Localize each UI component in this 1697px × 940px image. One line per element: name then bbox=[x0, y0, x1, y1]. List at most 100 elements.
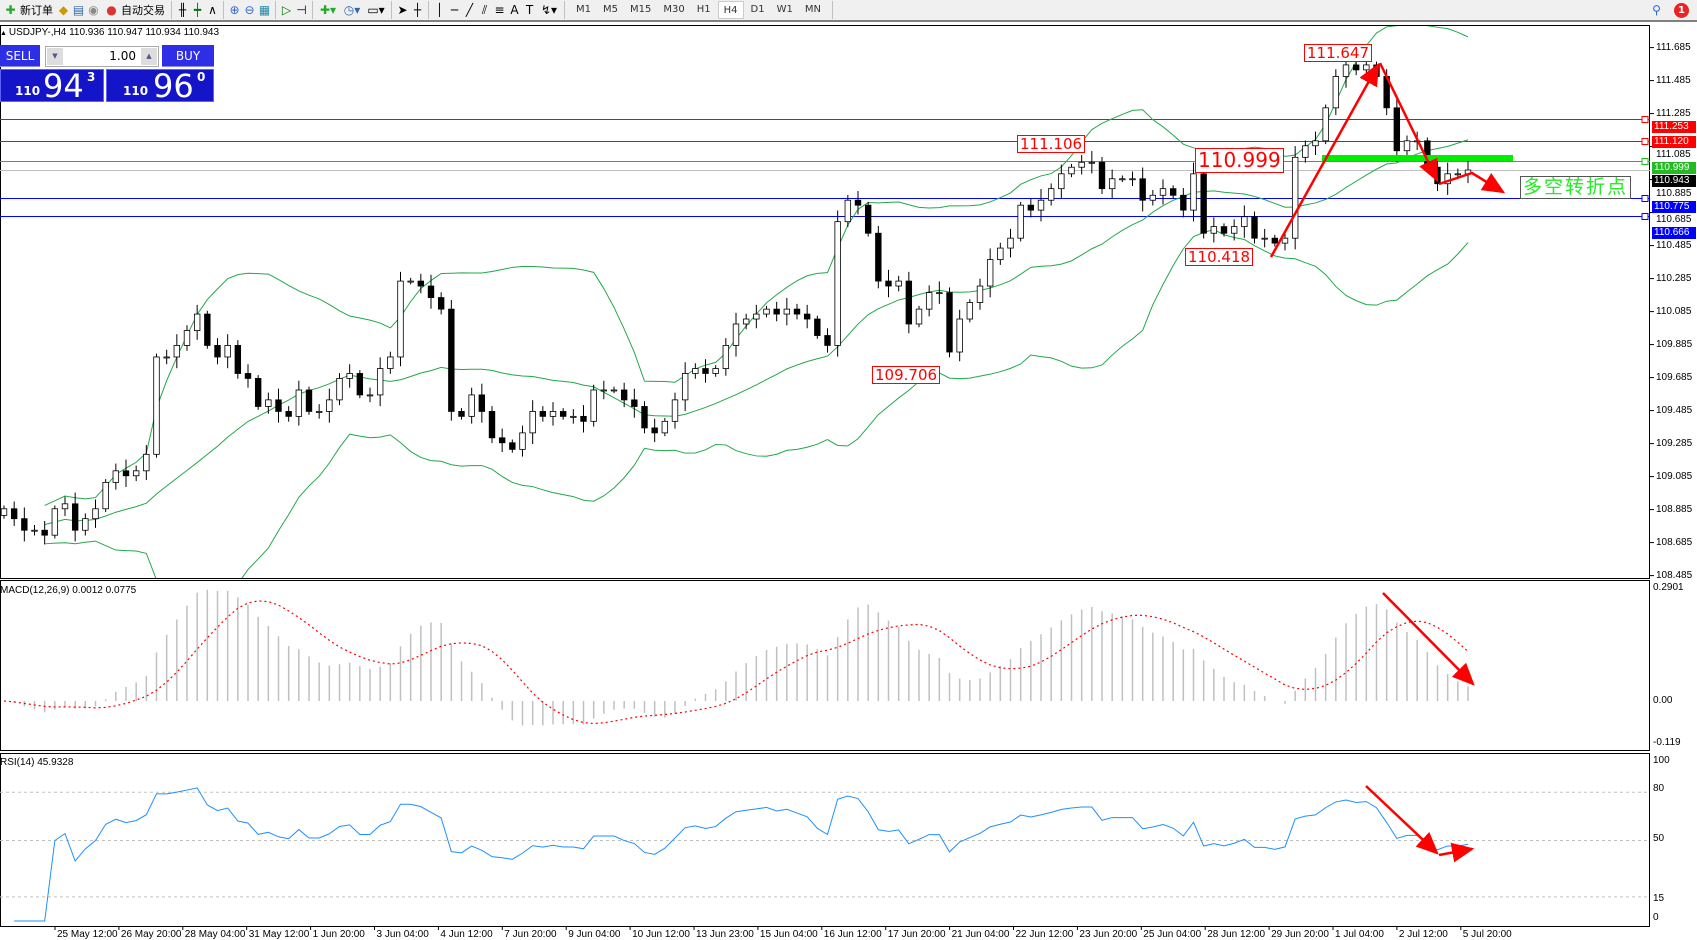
timeframe-mn[interactable]: MN bbox=[804, 4, 821, 15]
candle bbox=[1393, 96, 1401, 162]
lot-increase-icon[interactable]: ▲ bbox=[141, 48, 157, 65]
bull-candle-body bbox=[966, 302, 974, 320]
candle bbox=[1180, 188, 1187, 218]
candle bbox=[600, 380, 608, 400]
macd-series bbox=[3, 589, 1469, 726]
separator bbox=[171, 1, 172, 19]
separator bbox=[223, 1, 224, 19]
candlestick-chart-icon[interactable]: ┿ bbox=[193, 2, 202, 17]
vertical-line-icon[interactable]: │ bbox=[435, 2, 444, 17]
chart-canvas[interactable] bbox=[0, 24, 1697, 940]
trendline-icon[interactable]: ╱ bbox=[465, 2, 474, 17]
timeframe-h1[interactable]: H1 bbox=[696, 4, 711, 15]
level-price-label: 110.999 bbox=[1652, 161, 1696, 174]
line-chart-icon[interactable]: ∧ bbox=[208, 2, 217, 17]
equidistant-channel-icon[interactable]: ⫽ bbox=[481, 2, 488, 17]
bear-candle-body bbox=[1027, 204, 1035, 211]
candle bbox=[722, 338, 730, 376]
auto-trading-button[interactable]: ● 自动交易 bbox=[101, 0, 168, 20]
candle bbox=[437, 292, 445, 315]
lot-size-value[interactable]: 1.00 bbox=[109, 49, 136, 63]
horizontal-line-icon[interactable]: ─ bbox=[450, 2, 459, 17]
templates-icon[interactable]: ▭▾ bbox=[367, 2, 385, 17]
candle bbox=[112, 463, 120, 490]
timeframe-m15[interactable]: M15 bbox=[630, 4, 652, 15]
bar-chart-icon[interactable]: ╫ bbox=[178, 2, 187, 17]
timeframe-m5[interactable]: M5 bbox=[603, 4, 618, 15]
level-handle[interactable] bbox=[1641, 138, 1649, 145]
bear-candle-body bbox=[214, 345, 221, 358]
bull-candle-body bbox=[1149, 194, 1157, 201]
experts-icon[interactable]: ◆ bbox=[58, 2, 69, 17]
text-icon[interactable]: A bbox=[510, 2, 519, 17]
candle bbox=[498, 428, 506, 453]
bull-candle-body bbox=[1088, 161, 1096, 164]
high-price-annotation: 111.647 bbox=[1304, 44, 1373, 62]
candle bbox=[183, 325, 191, 351]
bear-candle-body bbox=[875, 232, 882, 282]
timeframe-d1[interactable]: D1 bbox=[750, 4, 765, 15]
new-order-button[interactable]: ✚ 新订单 bbox=[0, 0, 56, 20]
candle bbox=[1098, 156, 1106, 194]
bear-candle-body bbox=[41, 529, 48, 536]
bull-candle-body bbox=[1068, 166, 1075, 175]
indicators-icon[interactable]: ✚▾ bbox=[319, 2, 337, 17]
level-handle[interactable] bbox=[1641, 116, 1649, 123]
bull-candle-body bbox=[1129, 178, 1136, 181]
signals-icon[interactable]: ◉ bbox=[88, 2, 99, 17]
candle bbox=[895, 275, 902, 292]
arrows-icon[interactable]: ↯▾ bbox=[540, 2, 558, 17]
buy-price[interactable]: 110 96 0 bbox=[106, 69, 214, 102]
level-handle[interactable] bbox=[1641, 213, 1649, 220]
candle bbox=[773, 301, 780, 322]
timeframe-m30[interactable]: M30 bbox=[663, 4, 685, 15]
history-icon[interactable]: ▤ bbox=[72, 2, 85, 17]
level-price-label: 110.943 bbox=[1652, 174, 1696, 187]
bear-candle-body bbox=[1220, 226, 1228, 234]
candle bbox=[488, 406, 496, 444]
candlesticks bbox=[0, 53, 1472, 545]
candle bbox=[366, 387, 374, 403]
candle bbox=[478, 383, 486, 423]
timeframe-m1[interactable]: M1 bbox=[576, 4, 591, 15]
level-handle[interactable] bbox=[1641, 195, 1649, 202]
auto-scroll-icon[interactable]: ▷ bbox=[281, 2, 292, 17]
candle bbox=[844, 194, 852, 227]
fibonacci-icon[interactable]: ≡ bbox=[494, 2, 505, 17]
sell-button[interactable]: SELL bbox=[0, 45, 40, 67]
candle bbox=[1220, 223, 1228, 237]
search-icon[interactable]: ⚲ bbox=[1652, 2, 1661, 17]
bull-candle-body bbox=[82, 518, 89, 531]
sell-price[interactable]: 110 94 3 bbox=[0, 69, 104, 102]
timeframe-w1[interactable]: W1 bbox=[776, 4, 793, 15]
notification-badge[interactable]: 1 bbox=[1674, 2, 1689, 18]
price-axis-label: 108.485 bbox=[1656, 569, 1693, 581]
zoom-in-icon[interactable]: ⊕ bbox=[229, 2, 240, 17]
text-label-icon[interactable]: T bbox=[525, 2, 534, 17]
separator bbox=[564, 1, 565, 19]
chart-shift-icon[interactable]: ⊣ bbox=[296, 2, 307, 17]
tile-windows-icon[interactable]: ▦ bbox=[258, 2, 271, 17]
candle bbox=[976, 278, 984, 310]
crosshair-icon[interactable]: ┼ bbox=[413, 2, 422, 17]
chart-window[interactable]: ▲ USDJPY-,H4 110.936 110.947 110.934 110… bbox=[0, 24, 1697, 940]
bull-candle-body bbox=[61, 503, 69, 510]
cursor-icon[interactable]: ➤ bbox=[397, 2, 408, 17]
timeframe-h4[interactable]: H4 bbox=[717, 1, 744, 19]
bull-candle-body bbox=[315, 411, 323, 413]
level-handle[interactable] bbox=[1641, 158, 1649, 165]
lot-decrease-icon[interactable]: ▼ bbox=[47, 48, 63, 65]
periods-icon[interactable]: ◷▾ bbox=[343, 2, 361, 17]
bull-candle-body bbox=[997, 247, 1004, 261]
turning-point-label: 多空转折点 bbox=[1520, 176, 1631, 199]
macd-down-arrow bbox=[1382, 592, 1475, 686]
zoom-out-icon[interactable]: ⊖ bbox=[244, 2, 255, 17]
buy-button[interactable]: BUY bbox=[162, 45, 214, 67]
bull-candle-body bbox=[183, 330, 191, 346]
one-click-trading-panel: SELL ▼ 1.00 ▲ BUY 110 94 3 110 96 0 bbox=[0, 45, 214, 102]
lot-size-stepper[interactable]: ▼ 1.00 ▲ bbox=[45, 46, 159, 67]
candle bbox=[376, 357, 384, 407]
price-axis-label: 108.685 bbox=[1656, 536, 1693, 548]
candle bbox=[295, 380, 303, 426]
candle bbox=[193, 304, 201, 340]
